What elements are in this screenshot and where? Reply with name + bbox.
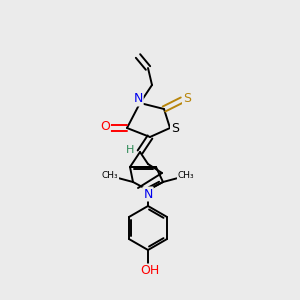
Text: N: N [133,92,143,106]
Text: H: H [126,145,134,155]
Text: S: S [171,122,179,134]
Text: CH₃: CH₃ [102,172,118,181]
Text: O: O [100,121,110,134]
Text: S: S [183,92,191,104]
Text: N: N [143,188,153,200]
Text: CH₃: CH₃ [178,172,194,181]
Text: OH: OH [140,265,160,278]
